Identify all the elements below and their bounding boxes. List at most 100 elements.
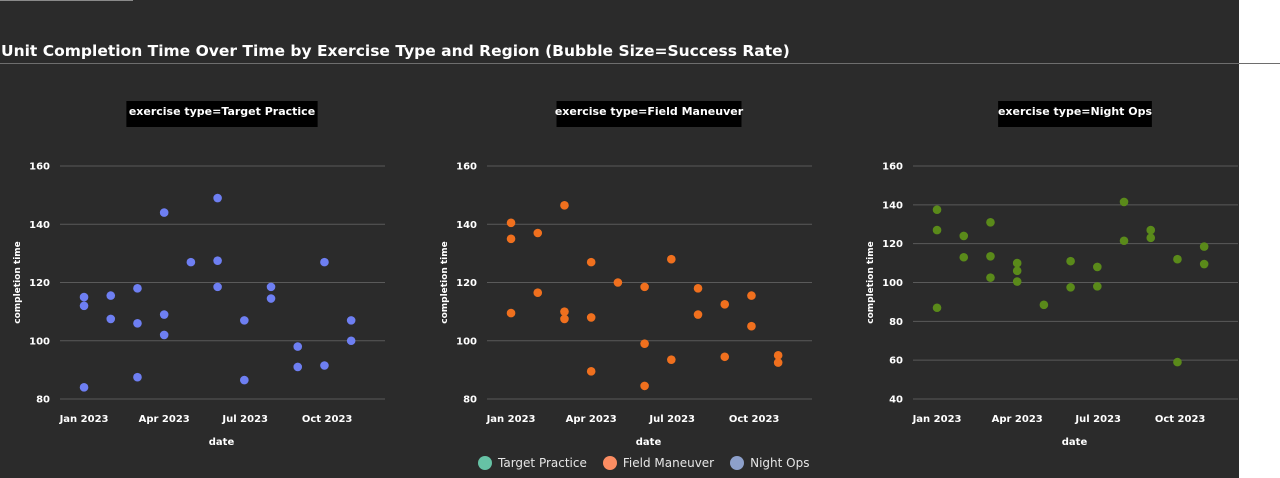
x-tick-label: Apr 2023 <box>566 414 617 425</box>
data-point <box>1199 259 1209 269</box>
page-title: Unit Completion Time Over Time by Exerci… <box>1 42 790 60</box>
legend-item[interactable]: Target Practice <box>478 456 587 470</box>
data-point <box>1199 242 1209 251</box>
legend-label: Field Maneuver <box>622 456 715 470</box>
data-point <box>560 201 569 210</box>
data-point <box>240 375 249 385</box>
data-point <box>1093 262 1102 272</box>
data-point <box>1093 282 1102 291</box>
data-point <box>1066 256 1075 266</box>
y-tick-label: 40 <box>889 395 903 406</box>
data-point <box>213 256 222 265</box>
x-tick-label: Jan 2023 <box>912 414 962 425</box>
data-point <box>932 303 942 313</box>
data-point <box>693 310 703 319</box>
data-point <box>640 339 649 348</box>
y-axis-label: completion time <box>440 241 450 324</box>
data-point <box>720 300 730 309</box>
data-point <box>560 314 569 324</box>
data-point <box>560 307 569 316</box>
legend-label: Target Practice <box>498 456 587 470</box>
y-tick-label: 60 <box>889 356 903 367</box>
y-axis-label: completion time <box>13 241 23 324</box>
data-point <box>586 313 596 322</box>
data-point <box>293 342 303 351</box>
data-point <box>106 314 116 324</box>
x-tick-label: Oct 2023 <box>729 414 780 425</box>
y-tick-label: 120 <box>882 239 903 250</box>
data-point <box>346 336 356 346</box>
y-tick-label: 80 <box>463 395 477 406</box>
data-point <box>79 301 89 311</box>
data-point <box>506 308 516 318</box>
data-point <box>959 252 969 262</box>
data-point <box>986 218 995 227</box>
facet-2: 80 100 120 140 160 Jan 2023 Apr 2023 Jul 2023 Oc… <box>440 101 812 448</box>
data-point <box>79 292 89 302</box>
y-tick-label: 160 <box>882 162 903 173</box>
top-tab-indicator <box>0 0 133 1</box>
data-point <box>266 294 276 303</box>
y-tick-label: 80 <box>889 317 903 328</box>
data-point <box>1012 258 1022 268</box>
data-point <box>346 316 356 325</box>
y-tick-label: 100 <box>456 336 477 347</box>
y-tick-label: 140 <box>456 220 477 231</box>
x-tick-label: Jan 2023 <box>486 414 536 425</box>
data-point <box>293 362 303 372</box>
facet-title: exercise type=Field Maneuver <box>555 105 744 118</box>
x-tick-label: Jul 2023 <box>648 414 695 425</box>
x-tick-label: Oct 2023 <box>302 414 353 425</box>
data-point <box>640 381 649 391</box>
data-point <box>1146 233 1156 243</box>
data-point <box>159 330 169 340</box>
data-point <box>1173 357 1182 367</box>
data-point <box>159 208 169 217</box>
y-tick-label: 160 <box>456 162 477 173</box>
x-tick-label: Jul 2023 <box>221 414 268 425</box>
legend: Target Practice Field Maneuver Night Ops <box>478 453 825 473</box>
y-tick-label: 140 <box>29 220 50 231</box>
data-point <box>667 254 676 264</box>
data-point <box>133 372 142 382</box>
data-point <box>586 367 596 376</box>
y-tick-label: 100 <box>29 336 50 347</box>
data-point <box>773 358 783 367</box>
facet-title: exercise type=Night Ops <box>998 105 1153 118</box>
chart-panel <box>0 0 1239 478</box>
facet-3: 40 60 80 100 120 140 160 Jan 2023 Apr 2023 Jul 20… <box>866 101 1238 448</box>
legend-label: Night Ops <box>750 456 810 470</box>
x-tick-label: Apr 2023 <box>139 414 190 425</box>
legend-item[interactable]: Field Maneuver <box>602 456 715 470</box>
data-point <box>693 284 703 293</box>
x-axis-label: date <box>209 437 235 448</box>
x-tick-label: Jan 2023 <box>59 414 109 425</box>
data-point <box>79 383 89 392</box>
data-point <box>1146 225 1156 235</box>
data-point <box>213 282 222 292</box>
facet-title-box <box>556 101 742 127</box>
y-tick-label: 100 <box>882 278 903 289</box>
title-divider <box>0 63 1280 64</box>
legend-swatch <box>730 456 745 470</box>
data-point <box>320 257 329 267</box>
data-point <box>1119 197 1129 207</box>
data-point <box>320 361 329 370</box>
legend-item[interactable]: Night Ops <box>730 456 809 470</box>
faceted-scatter-charts: 80 100 120 140 160 Jan 2023 Apr 2023 Jul 2023 Oc… <box>13 101 1238 448</box>
x-tick-label: Apr 2023 <box>992 414 1043 425</box>
data-point <box>1012 277 1022 286</box>
data-point <box>533 288 543 297</box>
data-point <box>613 278 623 287</box>
data-point <box>506 234 516 244</box>
x-tick-label: Oct 2023 <box>1155 414 1206 425</box>
x-axis-label: date <box>636 437 662 448</box>
data-point <box>1119 236 1129 246</box>
data-point <box>240 316 249 325</box>
data-point <box>720 352 730 362</box>
data-point <box>159 310 169 319</box>
legend-swatch <box>478 456 492 470</box>
data-point <box>640 282 649 292</box>
y-tick-label: 120 <box>29 278 50 289</box>
data-point <box>932 205 942 214</box>
